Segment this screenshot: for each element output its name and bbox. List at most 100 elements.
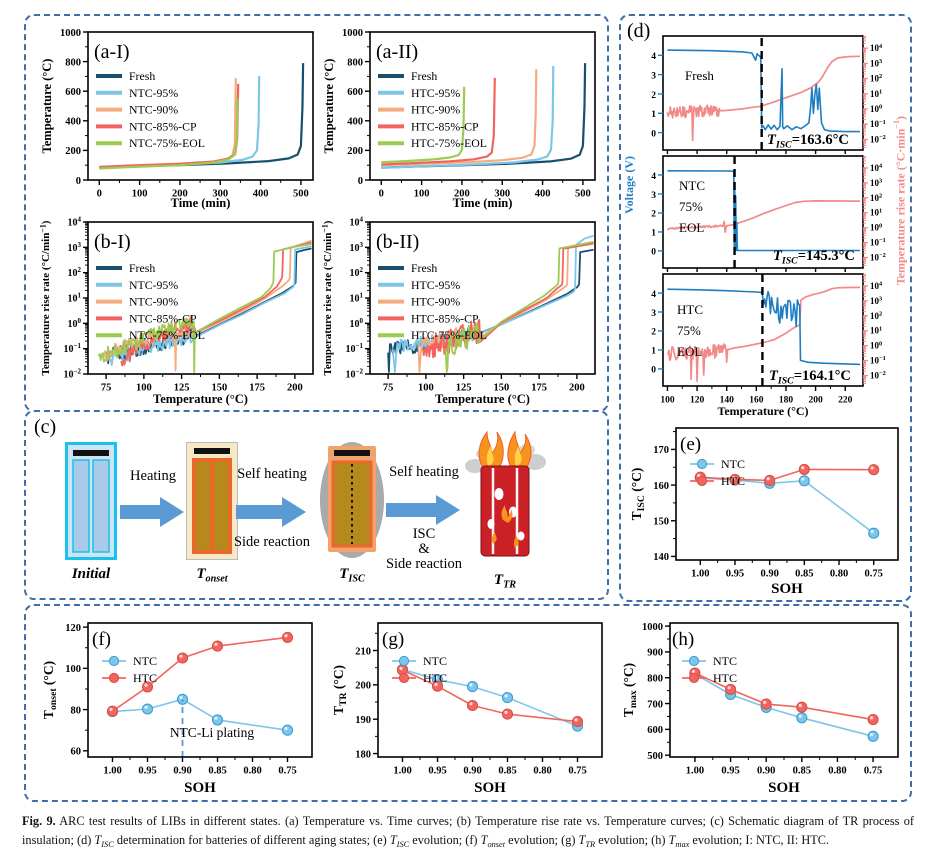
svg-text:Time (min): Time (min) xyxy=(171,196,231,210)
svg-text:NTC: NTC xyxy=(679,178,705,193)
chart-b2-rate-vs-temperature: 75 100 125 150 175 200 10−2 10−1 100 101 102 103 104… xyxy=(320,216,596,406)
svg-text:1.00: 1.00 xyxy=(103,766,121,777)
svg-text:(a-I): (a-I) xyxy=(94,41,130,63)
svg-text:103: 103 xyxy=(350,241,364,254)
battery-onset-label: Tonset xyxy=(196,566,228,585)
svg-text:NTC-75%-EOL: NTC-75%-EOL xyxy=(129,136,205,150)
svg-text:0: 0 xyxy=(358,176,363,187)
svg-text:300: 300 xyxy=(212,189,228,200)
svg-text:NTC-95%: NTC-95% xyxy=(129,86,178,100)
svg-text:1: 1 xyxy=(651,347,656,357)
svg-text:0.75: 0.75 xyxy=(864,766,882,777)
svg-text:10−1: 10−1 xyxy=(870,355,886,365)
svg-text:900: 900 xyxy=(647,648,663,659)
panel-c-label: (c) xyxy=(34,416,57,438)
svg-text:10−2: 10−2 xyxy=(64,368,82,381)
svg-text:400: 400 xyxy=(65,117,81,128)
svg-text:0.95: 0.95 xyxy=(726,569,744,580)
svg-text:NTC-85%-CP: NTC-85%-CP xyxy=(129,311,197,325)
svg-text:100: 100 xyxy=(68,317,82,330)
svg-text:800: 800 xyxy=(347,57,363,68)
svg-text:1: 1 xyxy=(651,229,656,239)
svg-text:Time (min): Time (min) xyxy=(453,196,513,210)
svg-text:0: 0 xyxy=(97,189,102,200)
svg-text:100: 100 xyxy=(136,383,152,394)
svg-text:800: 800 xyxy=(647,674,663,685)
svg-text:190: 190 xyxy=(355,715,371,726)
svg-text:Fresh: Fresh xyxy=(411,69,437,83)
svg-text:150: 150 xyxy=(653,517,669,528)
svg-text:100: 100 xyxy=(414,189,430,200)
svg-text:1000: 1000 xyxy=(342,28,363,39)
svg-text:1: 1 xyxy=(651,110,656,120)
svg-text:200: 200 xyxy=(808,396,823,406)
heating-arrow-icon xyxy=(120,497,184,527)
svg-text:101: 101 xyxy=(68,292,82,305)
svg-text:Temperature rise rate (°C/min−: Temperature rise rate (°C/min−1) xyxy=(38,220,52,375)
svg-text:HTC: HTC xyxy=(713,671,737,685)
side-reaction-label-1: Side reaction xyxy=(233,534,311,550)
svg-text:Temperature rise rate (°C/min−: Temperature rise rate (°C/min−1) xyxy=(320,220,334,375)
svg-text:HTC: HTC xyxy=(133,671,157,685)
svg-text:1.00: 1.00 xyxy=(691,569,709,580)
svg-text:HTC-95%: HTC-95% xyxy=(411,278,460,292)
svg-text:140: 140 xyxy=(720,396,735,406)
svg-text:TISC=164.1°C: TISC=164.1°C xyxy=(769,368,851,386)
svg-text:102: 102 xyxy=(870,192,882,202)
svg-text:HTC-90%: HTC-90% xyxy=(411,295,460,309)
rate-axis-label: Temperature rise rate (°C·min−1) xyxy=(892,116,908,286)
svg-text:100: 100 xyxy=(418,383,434,394)
svg-text:100: 100 xyxy=(870,222,882,232)
svg-text:(f): (f) xyxy=(92,629,111,650)
isc-label: ISC xyxy=(412,526,436,542)
svg-text:80: 80 xyxy=(71,705,82,716)
svg-text:HTC-85%-CP: HTC-85%-CP xyxy=(411,311,479,325)
svg-text:3: 3 xyxy=(651,309,656,319)
svg-text:1.00: 1.00 xyxy=(686,766,704,777)
svg-text:SOH: SOH xyxy=(768,780,800,796)
svg-text:(b-I): (b-I) xyxy=(94,231,131,253)
svg-text:Temperature (°C): Temperature (°C) xyxy=(717,404,808,418)
svg-text:75: 75 xyxy=(101,383,112,394)
svg-text:101: 101 xyxy=(870,325,882,335)
svg-text:75%: 75% xyxy=(677,323,701,338)
svg-text:HTC-90%: HTC-90% xyxy=(411,103,460,117)
svg-text:SOH: SOH xyxy=(474,780,506,796)
svg-text:NTC-90%: NTC-90% xyxy=(129,295,178,309)
svg-text:(a-II): (a-II) xyxy=(376,41,418,63)
svg-text:HTC-85%-CP: HTC-85%-CP xyxy=(411,119,479,133)
svg-text:200: 200 xyxy=(454,189,470,200)
svg-text:600: 600 xyxy=(65,87,81,98)
svg-text:60: 60 xyxy=(71,747,82,758)
svg-text:103: 103 xyxy=(870,295,882,305)
svg-text:TISC=163.6°C: TISC=163.6°C xyxy=(767,132,849,150)
svg-text:10−1: 10−1 xyxy=(870,119,886,129)
svg-text:HTC: HTC xyxy=(423,671,447,685)
svg-text:101: 101 xyxy=(870,207,882,217)
svg-text:HTC-75%-EOL: HTC-75%-EOL xyxy=(411,328,487,342)
svg-text:200: 200 xyxy=(355,681,371,692)
svg-text:10−2: 10−2 xyxy=(346,368,364,381)
svg-text:0: 0 xyxy=(651,366,656,376)
svg-text:100: 100 xyxy=(350,317,364,330)
svg-text:180: 180 xyxy=(355,749,371,760)
svg-text:10−1: 10−1 xyxy=(64,342,82,355)
svg-text:0.75: 0.75 xyxy=(865,569,883,580)
svg-text:0.75: 0.75 xyxy=(568,766,586,777)
svg-text:HTC-95%: HTC-95% xyxy=(411,86,460,100)
svg-text:EOL: EOL xyxy=(677,344,702,359)
svg-text:200: 200 xyxy=(172,189,188,200)
battery-tr-label: TTR xyxy=(493,572,517,591)
svg-text:0.85: 0.85 xyxy=(793,766,811,777)
svg-text:75: 75 xyxy=(383,383,394,394)
svg-text:0.90: 0.90 xyxy=(463,766,481,777)
svg-text:0.75: 0.75 xyxy=(278,766,296,777)
battery-initial-icon xyxy=(65,442,117,560)
battery-initial-label: Initial xyxy=(71,566,111,582)
battery-onset-icon xyxy=(186,442,238,560)
svg-text:0.80: 0.80 xyxy=(828,766,846,777)
svg-text:103: 103 xyxy=(68,241,82,254)
svg-text:0.95: 0.95 xyxy=(138,766,156,777)
svg-text:200: 200 xyxy=(65,146,81,157)
panel-de-box: (d) 0 1 2 3 4 104 103 102 101 100 10−1 10−2 Fresh TIS… xyxy=(619,14,912,602)
